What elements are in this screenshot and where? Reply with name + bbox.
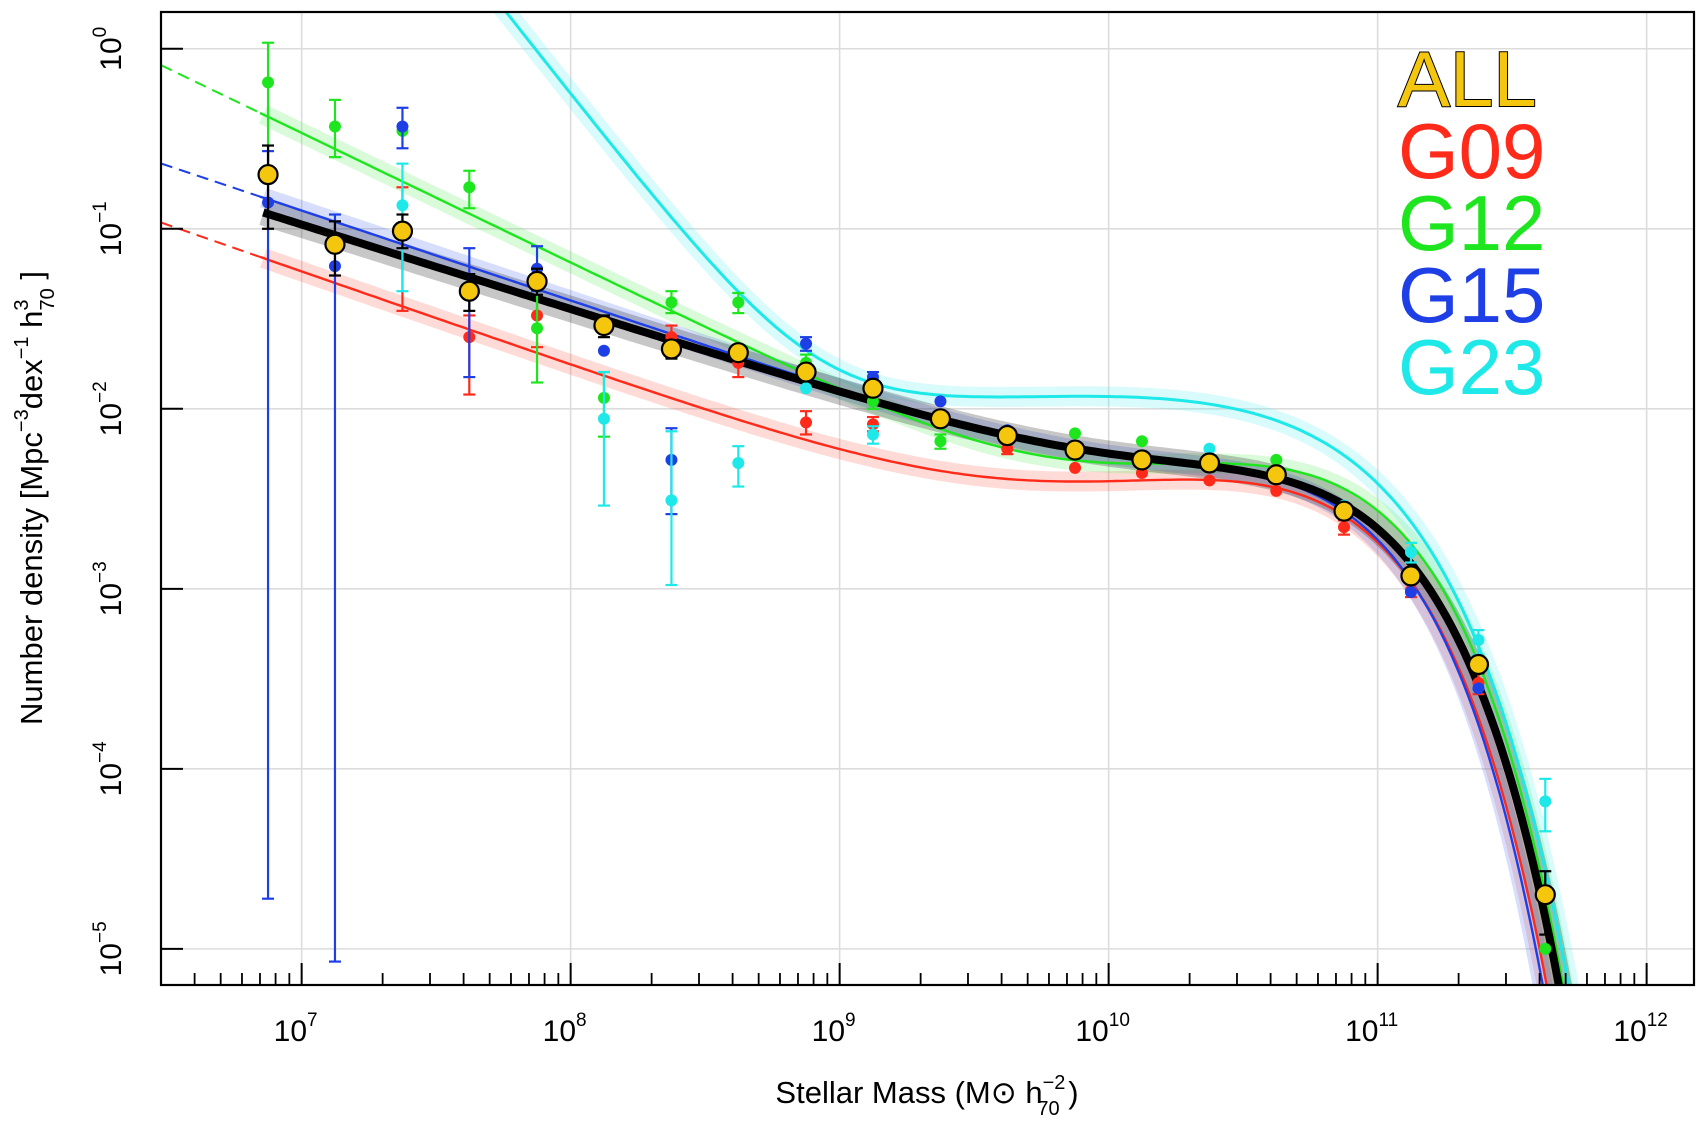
point-g12 xyxy=(934,435,947,448)
fit-curve-extrapolation-g09 xyxy=(161,221,261,258)
point-g23 xyxy=(597,412,610,425)
point-all xyxy=(526,270,548,293)
legend-label-g23: G23 xyxy=(1398,323,1545,411)
point-g12 xyxy=(1069,427,1082,440)
point-g23 xyxy=(866,428,879,441)
point-all xyxy=(660,338,683,360)
legend-label-g15: G15 xyxy=(1398,251,1545,339)
point-all xyxy=(929,408,952,430)
point-g12 xyxy=(665,296,678,309)
x-tick-label: 107 xyxy=(274,1010,318,1048)
point-all xyxy=(593,314,615,337)
legend-label-g12: G12 xyxy=(1398,179,1545,267)
y-tick-label: 10−5 xyxy=(90,921,128,976)
point-g09 xyxy=(1270,484,1283,497)
point-all xyxy=(795,361,817,383)
point-all xyxy=(1333,500,1355,522)
y-tick-label-group: 100 xyxy=(90,27,128,71)
x-tick-label: 109 xyxy=(812,1010,856,1048)
y-axis-title: Number density [Mpc−3dex−1 h3 70 ] xyxy=(11,271,59,725)
plot-frame xyxy=(159,10,1696,987)
y-tick-label: 10−1 xyxy=(90,201,128,256)
point-all xyxy=(324,233,346,255)
fit-curve-extrapolation-g15 xyxy=(161,162,261,198)
point-g23 xyxy=(1472,633,1485,646)
x-tick-label: 1010 xyxy=(1075,1010,1130,1048)
point-g23 xyxy=(1539,795,1552,808)
point-all xyxy=(1265,464,1287,486)
point-all xyxy=(862,377,884,399)
y-tick-label-group: 10−5 xyxy=(90,921,128,976)
point-g09 xyxy=(1069,461,1082,474)
point-all xyxy=(1131,449,1153,471)
point-g15 xyxy=(1472,682,1485,695)
point-g12 xyxy=(531,322,544,335)
data-points xyxy=(257,41,1556,963)
point-all xyxy=(391,220,414,242)
x-tick-label: 1011 xyxy=(1345,1010,1398,1048)
x-tick-label: 108 xyxy=(543,1010,587,1048)
point-g09 xyxy=(800,416,813,429)
point-all xyxy=(1467,653,1490,676)
point-g15 xyxy=(800,337,813,350)
point-all xyxy=(996,424,1018,447)
point-g23 xyxy=(732,456,745,469)
point-g09 xyxy=(1338,521,1351,534)
legend-label-g09: G09 xyxy=(1398,107,1545,195)
point-g15 xyxy=(1404,586,1417,599)
point-g23 xyxy=(1203,442,1216,455)
point-g12 xyxy=(732,296,745,309)
point-g23 xyxy=(1404,546,1417,559)
point-all xyxy=(1400,565,1422,587)
point-g15 xyxy=(396,120,409,133)
fit-curve-g12 xyxy=(259,111,1565,985)
y-axis-title-group: Number density [Mpc−3dex−1 h3 70 ] xyxy=(11,271,59,725)
point-all xyxy=(257,163,279,186)
point-all xyxy=(1198,452,1221,474)
point-g12 xyxy=(262,76,275,89)
point-g12 xyxy=(463,181,476,194)
grid-lines xyxy=(161,12,1694,985)
point-g09 xyxy=(1203,474,1216,487)
point-all xyxy=(458,280,480,302)
x-axis-title: Stellar Mass (M⊙ h−2 70 ) xyxy=(775,1072,1078,1120)
point-g23 xyxy=(396,199,409,212)
point-g15 xyxy=(597,344,610,357)
y-tick-label-group: 10−3 xyxy=(90,561,128,616)
point-g23 xyxy=(665,494,678,507)
point-g15 xyxy=(934,395,947,408)
y-tick-label: 100 xyxy=(90,27,128,71)
point-g23 xyxy=(800,382,813,395)
y-tick-label: 10−2 xyxy=(90,381,128,436)
point-g12 xyxy=(1135,435,1148,448)
y-tick-label: 10−3 xyxy=(90,561,128,616)
point-all xyxy=(1534,884,1556,906)
point-all xyxy=(727,342,749,364)
legend-label-all: ALL xyxy=(1398,35,1537,123)
point-g12 xyxy=(1270,453,1283,466)
y-tick-label-group: 10−1 xyxy=(90,201,128,256)
axis-ticks: 107 108 109 1010 1011 1012 100 10−1 10−2 10−3 10−4… xyxy=(90,27,1668,1048)
point-g12 xyxy=(328,120,341,133)
fit-curve-g23 xyxy=(504,12,1571,985)
point-all xyxy=(1064,439,1086,461)
y-tick-label: 10−4 xyxy=(90,741,128,796)
point-g12 xyxy=(1539,942,1552,955)
y-tick-label-group: 10−4 xyxy=(90,741,128,796)
x-tick-label: 1012 xyxy=(1613,1010,1668,1048)
y-tick-label-group: 10−2 xyxy=(90,381,128,436)
